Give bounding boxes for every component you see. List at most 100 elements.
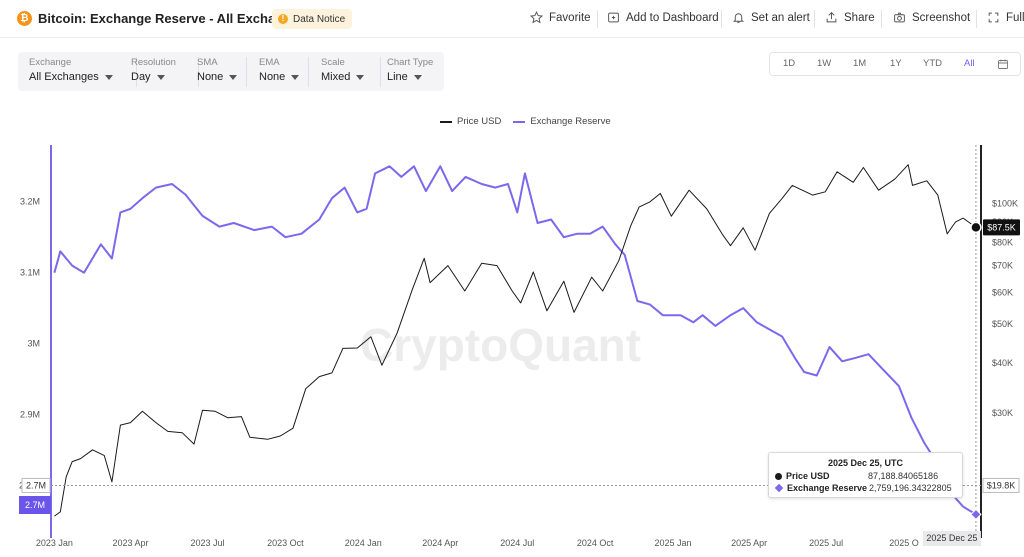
page-title: Bitcoin: Exchange Reserve - All Exchange… [38,11,306,26]
legend-swatch-price [440,120,452,123]
ema-select[interactable]: EMA None [259,57,309,87]
left-axis-tick-label: 2.9M [20,410,40,420]
header-divider [976,10,977,28]
favorite-button[interactable]: Favorite [530,11,591,24]
chart-type-select-label: Chart Type [387,57,434,68]
chart-tooltip: 2025 Dec 25, UTC Price USD 87,188.840651… [768,452,963,498]
left-axis-tick-label: 3.1M [20,268,40,278]
range-all-button[interactable]: All [964,58,975,69]
tooltip-marker-price [775,472,782,480]
scale-select-value: Mixed [321,71,351,83]
legend-item-reserve[interactable]: Exchange Reserve [513,116,611,127]
header-divider [597,10,598,28]
tooltip-row-reserve: Exchange Reserve 2,759,196.34322805 [774,483,952,493]
resolution-select[interactable]: Resolution Day [131,57,199,87]
x-axis-tick-label: 2024 Jul [500,538,534,548]
reserve-cursor-marker [970,508,982,521]
exchange-select[interactable]: Exchange All Exchanges [29,57,137,87]
left-axis-tick-label: 3.2M [20,197,40,207]
scale-select[interactable]: Scale Mixed [321,57,381,87]
data-notice-badge[interactable]: ! Data Notice [272,9,353,29]
resolution-select-label: Resolution [131,57,176,68]
legend-label-reserve: Exchange Reserve [530,116,611,127]
range-1m-button[interactable]: 1M [853,58,867,69]
right-axis-tick-label: $30K [992,408,1013,418]
chevron-down-icon [413,74,422,80]
bell-icon [732,13,745,23]
x-axis-tick-label: 2025 Jan [654,538,691,548]
resolution-select-value: Day [131,71,151,83]
fullscreen-label: Full [1006,11,1024,24]
legend-item-price[interactable]: Price USD [440,116,501,127]
x-axis-tick-label: 2023 Jul [191,538,225,548]
left-axis-tick-label: 3M [27,339,40,349]
tooltip-marker-reserve [774,483,784,493]
right-axis-tick-label: $50K [992,319,1013,329]
data-notice-label: Data Notice [293,13,346,25]
x-cursor-date-label: 2025 Dec 25 [926,533,977,543]
warning-icon: ! [278,14,288,24]
reserve-value-badge-label: 2.7M [25,500,45,510]
header-divider [881,10,882,28]
reserve-series-line [53,165,977,516]
right-axis-tick-label: $70K [992,261,1013,271]
sma-select-label: SMA [197,57,218,68]
calendar-icon[interactable] [997,58,1009,70]
crosshair-right-badge [982,477,1020,493]
chart-type-select-value: Line [387,71,408,83]
share-label: Share [844,11,875,24]
fullscreen-button[interactable]: Full [987,11,1024,24]
right-axis-tick-label: $100K [992,199,1018,209]
range-1d-button[interactable]: 1D [783,58,796,69]
set-alert-button[interactable]: Set an alert [732,11,810,24]
x-axis-tick-label: 2023 Jan [36,538,73,548]
chevron-down-icon [356,74,365,80]
x-axis-tick-label: 2024 Apr [422,538,458,548]
sma-select[interactable]: SMA None [197,57,247,87]
price-value-badge-label: $87.5K [987,222,1016,232]
tooltip-date: 2025 Dec 25, UTC [827,458,904,468]
bitcoin-icon: ₿ [17,11,32,26]
header-divider [721,10,722,28]
chevron-down-icon [291,74,300,80]
tooltip-name-reserve: Exchange Reserve [787,483,868,493]
chart-type-select[interactable]: Chart Type Line [387,57,443,87]
chart-legend: Price USD Exchange Reserve [440,116,623,127]
price-cursor-marker [970,221,982,234]
add-to-dashboard-label: Add to Dashboard [626,11,719,24]
add-to-dashboard-button[interactable]: Add to Dashboard [607,11,719,24]
tooltip-value-reserve: 2,759,196.34322805 [869,483,952,493]
x-axis-tick-label: 2025 Apr [731,538,767,548]
share-icon [826,11,837,23]
right-axis-tick-label: $80K [992,237,1013,247]
x-axis-tick-label: 2024 Oct [577,538,614,548]
fullscreen-icon [988,12,999,23]
dashboard-icon [608,12,619,23]
set-alert-label: Set an alert [751,11,810,24]
right-axis-tick-label: $40K [992,358,1013,368]
x-axis-tick-label: 2023 Oct [267,538,304,548]
range-ytd-button[interactable]: YTD [923,58,942,69]
chevron-down-icon [104,74,113,80]
x-cursor-date-badge [922,531,981,546]
range-1y-button[interactable]: 1Y [890,58,902,69]
share-button[interactable]: Share [825,11,875,24]
right-axis-tick-label: $60K [992,287,1013,297]
tooltip-name-price: Price USD [786,471,830,481]
chart-controls: Exchange All Exchanges Resolution Day SM… [18,52,444,91]
screenshot-button[interactable]: Screenshot [893,11,970,24]
chevron-down-icon [156,74,165,80]
range-1w-button[interactable]: 1W [817,58,832,69]
scale-select-label: Scale [321,57,345,68]
price-value-badge [983,219,1020,236]
exchange-select-value: All Exchanges [29,71,99,83]
tooltip-row-price: Price USD 87,188.84065186 [775,471,938,481]
x-axis-tick-label: 2025 Jul [809,538,843,548]
price-series-line [54,164,977,517]
tooltip-value-price: 87,188.84065186 [868,471,939,481]
crosshair-left-badge [21,477,51,493]
screenshot-label: Screenshot [912,11,971,24]
crosshair-left-label: 2.7M [26,480,46,490]
chevron-down-icon [229,74,238,80]
